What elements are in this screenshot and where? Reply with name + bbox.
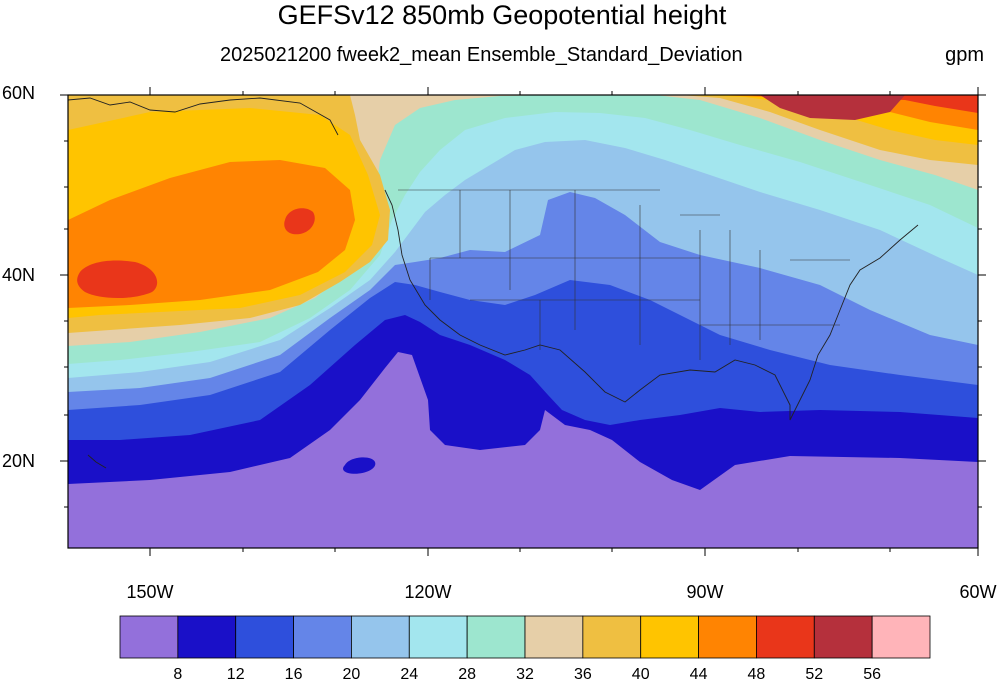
colorbar-swatch [351, 615, 410, 659]
lon-label-90w: 90W [686, 582, 724, 602]
map-title: GEFSv12 850mb Geopotential height [277, 0, 727, 30]
colorbar-swatch [235, 615, 294, 659]
filled-contours [68, 95, 978, 548]
colorbar-tick-label: 8 [173, 666, 183, 683]
colorbar-swatch [640, 615, 699, 659]
colorbar-swatch [119, 615, 179, 659]
colorbar-swatch [813, 615, 873, 659]
colorbar-tick-label: 12 [226, 666, 245, 683]
colorbar-swatch [293, 615, 352, 659]
colorbar-swatch [871, 615, 931, 659]
lon-label-150w: 150W [126, 582, 174, 602]
colorbar-swatch [177, 615, 237, 659]
colorbar-swatch [756, 615, 815, 659]
colorbar-tick-label: 56 [863, 666, 882, 683]
lon-label-60w: 60W [959, 582, 997, 602]
lat-label-60n: 60N [2, 83, 36, 103]
colorbar-tick-label: 40 [631, 666, 650, 683]
colorbar-swatch [524, 615, 584, 659]
colorbar-swatch [466, 615, 526, 659]
colorbar-tick-label: 32 [516, 666, 534, 683]
colorbar-tick-label: 20 [342, 666, 361, 683]
units-label: gpm [945, 44, 984, 66]
colorbar-swatch [408, 615, 468, 659]
colorbar-swatch [582, 615, 642, 659]
colorbar-tick-label: 24 [400, 666, 419, 683]
colorbar-tick-label: 44 [689, 666, 708, 683]
lat-label-40n: 40N [2, 265, 36, 285]
axis-ticks [60, 87, 986, 556]
lat-label-20n: 20N [2, 451, 36, 471]
colorbar-tick-label: 36 [573, 666, 592, 683]
colorbar-tick-label: 16 [284, 666, 303, 683]
map-subtitle: 2025021200 fweek2_mean Ensemble_Standard… [220, 44, 743, 66]
colorbar-tick-label: 52 [805, 666, 824, 683]
lon-label-120w: 120W [404, 582, 452, 602]
colorbar-tick-label: 28 [458, 666, 477, 683]
colorbar [119, 615, 931, 659]
contour-band-56 [760, 95, 905, 120]
colorbar-swatch [698, 615, 757, 659]
state-borders [398, 189, 850, 360]
coastlines [68, 97, 919, 469]
contour-band-48 [68, 95, 978, 308]
colorbar-tick-label: 48 [747, 666, 766, 683]
contour-blob-pacific [343, 457, 376, 474]
